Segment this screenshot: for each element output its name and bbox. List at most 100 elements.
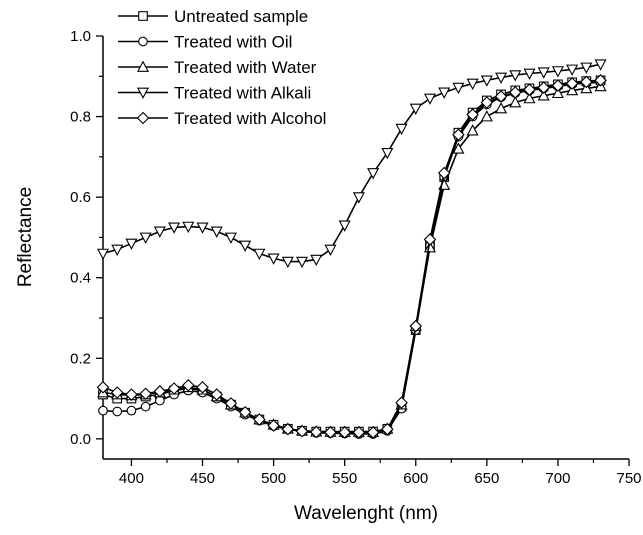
data-point bbox=[338, 220, 351, 232]
data-point bbox=[395, 396, 408, 409]
y-tick-label: 0.0 bbox=[70, 431, 91, 448]
series-line bbox=[102, 85, 601, 433]
data-point bbox=[168, 222, 181, 234]
legend-label: Treated with Alkali bbox=[174, 84, 311, 103]
data-point bbox=[551, 79, 565, 92]
x-tick-label: 650 bbox=[474, 470, 499, 487]
data-point bbox=[140, 401, 151, 412]
data-point bbox=[352, 192, 365, 204]
data-point bbox=[267, 419, 280, 432]
series-line bbox=[102, 81, 601, 435]
legend-entry: Treated with Oil bbox=[118, 33, 292, 52]
data-point bbox=[224, 397, 238, 410]
x-tick-label: 450 bbox=[190, 470, 215, 487]
legend-entry: Treated with Water bbox=[118, 58, 317, 77]
data-point bbox=[566, 64, 579, 76]
series-treated-with-alkali bbox=[96, 59, 607, 269]
data-point bbox=[367, 168, 380, 180]
data-point bbox=[480, 75, 493, 87]
data-point bbox=[196, 381, 209, 394]
data-point bbox=[594, 74, 607, 87]
legend-label: Treated with Water bbox=[174, 58, 317, 77]
x-tick-label: 500 bbox=[261, 470, 286, 487]
data-point bbox=[495, 72, 508, 84]
data-point bbox=[495, 102, 508, 114]
legend-entry: Treated with Alkali bbox=[118, 84, 311, 103]
x-tick-label: 400 bbox=[119, 470, 144, 487]
data-point bbox=[224, 232, 237, 244]
data-point bbox=[452, 128, 465, 141]
data-point bbox=[126, 405, 137, 416]
data-point bbox=[96, 248, 110, 261]
data-point bbox=[338, 426, 351, 439]
data-point bbox=[523, 68, 536, 80]
data-point bbox=[310, 254, 323, 267]
data-point bbox=[267, 253, 280, 265]
data-point bbox=[139, 232, 152, 244]
data-point bbox=[466, 108, 479, 121]
data-point bbox=[395, 123, 408, 136]
data-point bbox=[409, 103, 422, 115]
data-point bbox=[523, 83, 536, 96]
data-point bbox=[352, 426, 366, 439]
data-point bbox=[566, 83, 579, 96]
y-tick-label: 0.2 bbox=[70, 350, 91, 367]
series-line bbox=[102, 79, 601, 434]
legend-label: Treated with Oil bbox=[174, 33, 292, 52]
data-point bbox=[210, 226, 223, 238]
data-point bbox=[324, 426, 337, 439]
data-point bbox=[551, 86, 564, 99]
data-point bbox=[111, 244, 124, 256]
data-point bbox=[238, 405, 252, 419]
legend-label: Untreated sample bbox=[174, 7, 308, 26]
data-point bbox=[409, 319, 423, 333]
data-point bbox=[537, 67, 550, 79]
data-point bbox=[196, 222, 209, 234]
legend-marker bbox=[136, 111, 150, 125]
data-point bbox=[480, 96, 494, 109]
series-line bbox=[102, 79, 601, 433]
data-point bbox=[210, 388, 224, 401]
data-point bbox=[324, 244, 337, 256]
data-point bbox=[239, 240, 252, 252]
data-point bbox=[110, 386, 124, 399]
series-untreated-sample bbox=[98, 75, 606, 437]
data-point bbox=[281, 422, 295, 436]
data-point bbox=[508, 86, 522, 99]
data-point bbox=[580, 62, 593, 74]
data-point bbox=[167, 382, 181, 395]
x-axis-title: Wavelenght (nm) bbox=[294, 503, 438, 524]
legend-marker bbox=[136, 87, 150, 99]
y-axis-title: Reflectance bbox=[15, 187, 36, 287]
data-point bbox=[509, 70, 522, 82]
data-point bbox=[366, 426, 380, 439]
data-point bbox=[139, 387, 152, 401]
data-point bbox=[125, 388, 138, 401]
legend-label: Treated with Alcohol bbox=[174, 109, 326, 128]
data-point bbox=[153, 385, 167, 398]
data-point bbox=[466, 78, 479, 91]
data-point bbox=[381, 422, 394, 436]
data-point bbox=[182, 221, 195, 234]
data-point bbox=[437, 166, 451, 180]
legend-entry: Treated with Alcohol bbox=[118, 109, 326, 128]
x-tick-label: 600 bbox=[403, 470, 428, 487]
data-point bbox=[295, 424, 309, 438]
data-point bbox=[594, 59, 607, 71]
data-point bbox=[309, 425, 323, 439]
data-point bbox=[565, 77, 579, 90]
x-tick-label: 750 bbox=[616, 470, 641, 487]
data-point bbox=[423, 241, 436, 253]
x-tick-label: 700 bbox=[545, 470, 570, 487]
legend-marker bbox=[138, 36, 148, 47]
data-point bbox=[509, 95, 522, 108]
y-tick-label: 0.4 bbox=[70, 270, 91, 287]
legend: Untreated sample Treated with Oil Treated … bbox=[118, 7, 326, 128]
data-point bbox=[96, 381, 110, 394]
data-point bbox=[182, 378, 195, 392]
legend-marker bbox=[138, 11, 148, 21]
y-tick-label: 0.6 bbox=[70, 189, 91, 206]
series-layer bbox=[96, 59, 607, 439]
